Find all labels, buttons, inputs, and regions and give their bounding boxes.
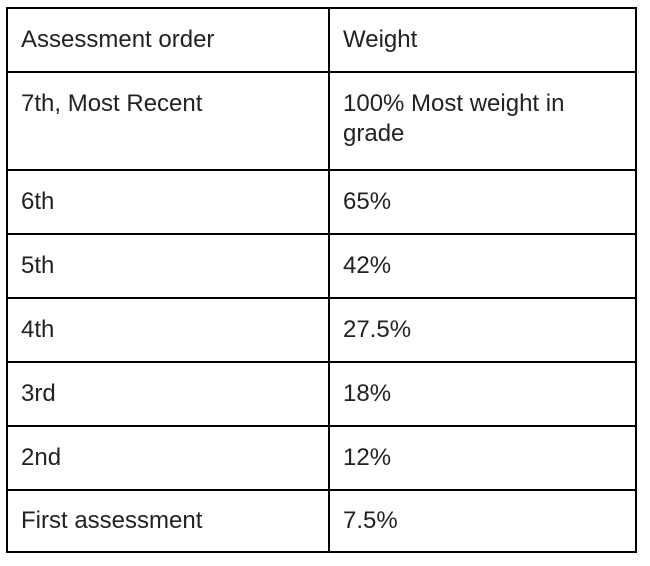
table-row: 5th 42% — [6, 233, 637, 299]
table-row: 7th, Most Recent 100% Most weight in grad… — [6, 71, 637, 171]
table-row: 2nd 12% — [6, 425, 637, 491]
order-cell: 6th — [6, 169, 330, 235]
weight-cell: Weight — [328, 7, 637, 73]
weight-cell: 27.5% — [328, 297, 637, 363]
weight-cell: 12% — [328, 425, 637, 491]
order-cell: 2nd — [6, 425, 330, 491]
weight-cell: 42% — [328, 233, 637, 299]
order-cell: 3rd — [6, 361, 330, 427]
weight-cell: 7.5% — [328, 489, 637, 553]
table-row: 4th 27.5% — [6, 297, 637, 363]
weight-cell: 18% — [328, 361, 637, 427]
order-cell: First assessment — [6, 489, 330, 553]
weight-table: Assessment order Weight 7th, Most Recent 10… — [6, 7, 637, 553]
order-cell: 5th — [6, 233, 330, 299]
order-cell: 7th, Most Recent — [6, 71, 330, 171]
table-body: Assessment order Weight 7th, Most Recent 10… — [6, 7, 637, 553]
order-cell: 4th — [6, 297, 330, 363]
table-row: First assessment 7.5% — [6, 489, 637, 553]
table-row: 6th 65% — [6, 169, 637, 235]
order-cell: Assessment order — [6, 7, 330, 73]
table-row: 3rd 18% — [6, 361, 637, 427]
weight-cell: 65% — [328, 169, 637, 235]
weight-cell: 100% Most weight in grade — [328, 71, 637, 171]
header-row: Assessment order Weight — [6, 7, 637, 73]
